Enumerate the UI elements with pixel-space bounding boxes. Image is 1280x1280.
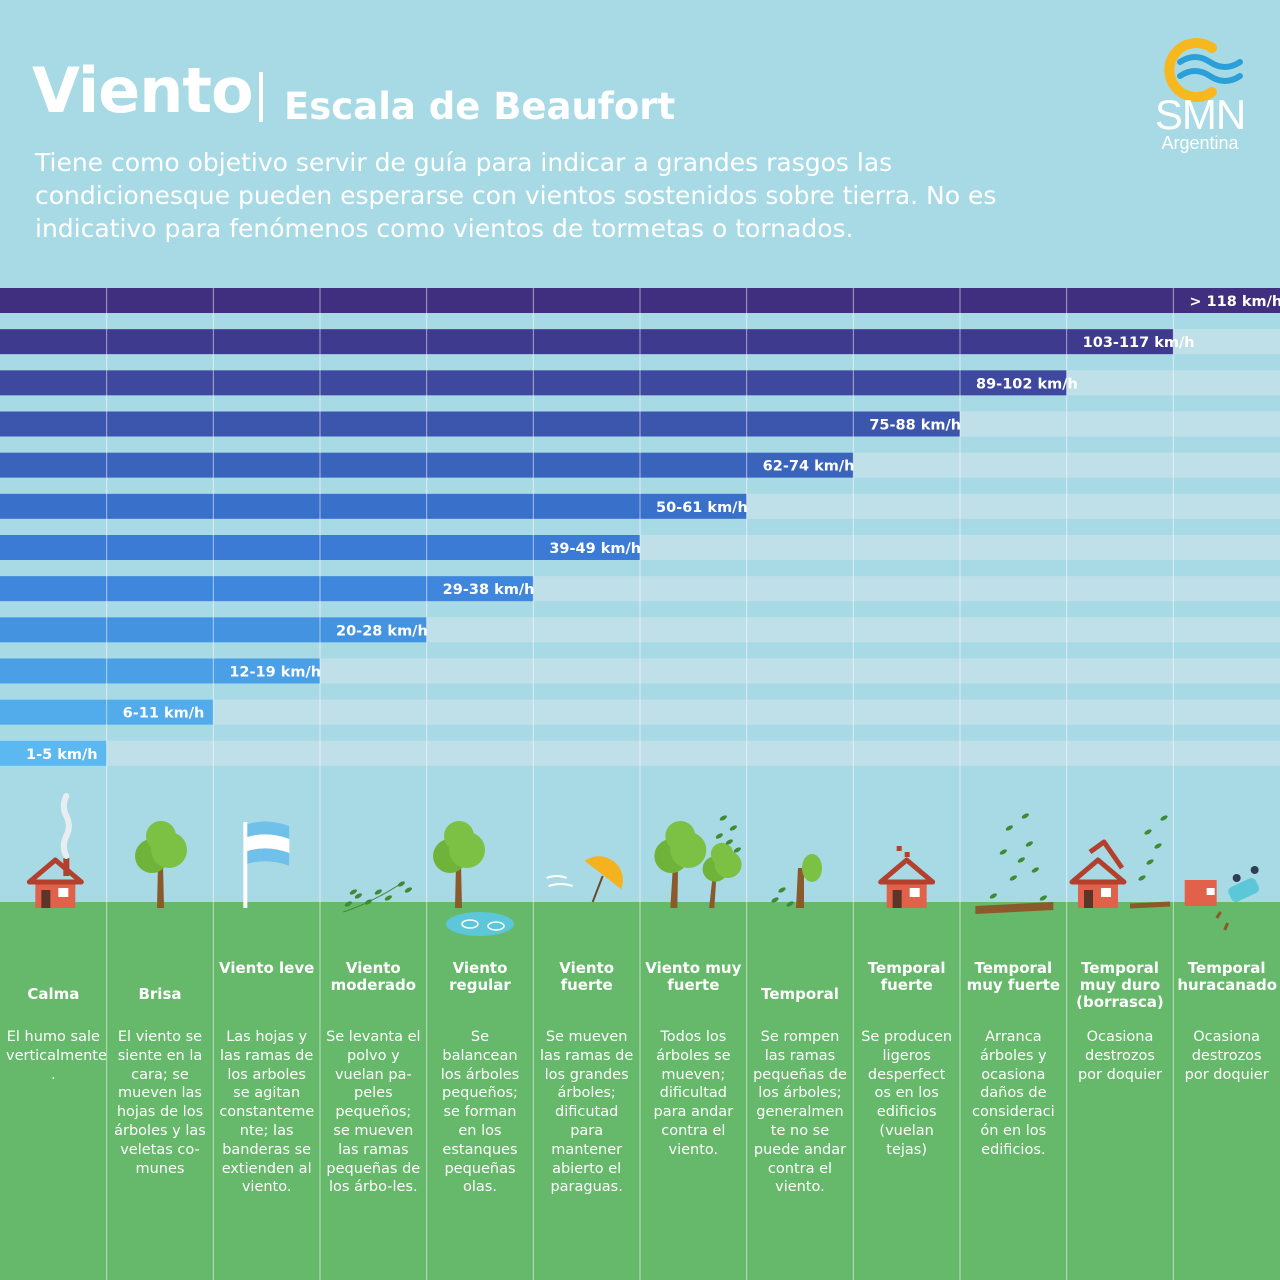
bar-track: [0, 370, 1280, 396]
category-description-6: Se mueven las ramas de los grandes árbol…: [540, 1029, 634, 1196]
category-description-12: Ocasiona destrozos por doquier: [1184, 1029, 1269, 1083]
category-name-4: Viento moderado: [330, 959, 417, 994]
bar-12: [0, 288, 1280, 313]
bar-track: [0, 329, 1280, 355]
smn-logo: SMN Argentina: [1150, 36, 1260, 156]
bar-2: [0, 699, 214, 725]
damaged-roof-house-icon: [878, 846, 936, 908]
bar-track: [0, 617, 1280, 643]
bar-track: [0, 535, 1280, 560]
category-name-6: Viento fuerte: [559, 959, 615, 994]
category-description-5: Se balancean los árboles pequeños; se fo…: [440, 1029, 520, 1196]
page-description: Tiene como objetivo servir de guía para …: [35, 148, 997, 243]
bar-track: [0, 411, 1280, 437]
bar-10: [0, 370, 1067, 396]
logo-text: SMN: [1154, 91, 1246, 138]
category-description-11: Ocasiona destrozos por doquier: [1077, 1029, 1162, 1083]
bar-label-1: 1-5 km/h: [26, 747, 98, 763]
category-name-11: Temporal muy duro (borrasca): [1076, 959, 1164, 1011]
bar-6: [0, 535, 640, 560]
bar-11: [0, 329, 1174, 355]
category-description-7: Todos los árboles se mueven; dificultad …: [653, 1029, 734, 1158]
bar-label-10: 89-102 km/h: [976, 376, 1078, 392]
bar-track: [0, 699, 1280, 725]
category-name-7: Viento muy fuerte: [645, 959, 742, 994]
category-name-5: Viento regular: [449, 959, 511, 994]
argentina-flag-icon: [243, 821, 290, 908]
bar-1: [0, 740, 107, 766]
page-title: Viento: [32, 54, 254, 127]
bending-trees-icon: [654, 815, 742, 908]
category-name-1: Calma: [27, 985, 80, 1003]
bar-label-6: 39-49 km/h: [549, 541, 641, 557]
bar-8: [0, 452, 854, 478]
bar-label-4: 20-28 km/h: [336, 623, 428, 639]
category-description-8: Se rompen las ramas pequeñas de los árbo…: [753, 1029, 847, 1196]
bar-label-5: 29-38 km/h: [443, 582, 535, 598]
blowing-leaves-icon: [343, 881, 412, 913]
bar-track: [0, 288, 1280, 313]
bar-label-3: 12-19 km/h: [229, 665, 321, 681]
bar-7: [0, 493, 747, 519]
category-description-2: El viento se siente en la cara; se mueve…: [114, 1029, 206, 1177]
category-name-10: Temporal muy fuerte: [966, 959, 1061, 994]
bar-label-8: 62-74 km/h: [763, 459, 855, 475]
bar-label-9: 75-88 km/h: [869, 418, 961, 434]
bar-track: [0, 576, 1280, 602]
category-description-3: Las hojas y las ramas de los arboles se …: [219, 1029, 315, 1196]
roof-torn-house-icon: [1069, 815, 1171, 909]
category-name-3: Viento leve: [219, 959, 315, 977]
overturned-car-icon: [1184, 866, 1259, 931]
bar-label-11: 103-117 km/h: [1083, 335, 1195, 351]
tree-pond-icon: [433, 821, 514, 936]
category-description-9: Se producen ligeros desperfect os en los…: [861, 1029, 953, 1158]
category-name-2: Brisa: [138, 985, 182, 1003]
bar-track: [0, 658, 1280, 684]
category-description-10: Arranca árboles y ocasiona daños de cons…: [972, 1029, 1055, 1158]
category-name-9: Temporal fuerte: [867, 959, 946, 994]
bar-track: [0, 452, 1280, 478]
umbrella-icon: [546, 856, 623, 903]
category-name-12: Temporal huracanado: [1177, 959, 1278, 994]
category-name-8: Temporal: [761, 985, 839, 1003]
smn-logo-icon: [1164, 38, 1243, 102]
bar-track: [0, 493, 1280, 519]
bar-4: [0, 617, 427, 643]
bar-label-2: 6-11 km/h: [123, 706, 205, 722]
title-separator: [259, 72, 263, 122]
uprooted-tree-icon: [975, 813, 1054, 914]
bar-9: [0, 411, 960, 437]
bar-5: [0, 576, 534, 602]
category-description-1: El humo sale verticalmente .: [6, 1029, 107, 1083]
bar-label-7: 50-61 km/h: [656, 500, 748, 516]
smoking-house-icon: [26, 793, 84, 908]
breaking-tree-icon: [771, 854, 822, 908]
category-description-4: Se levanta el polvo y vuelan pa-peles pe…: [326, 1029, 421, 1196]
bar-label-12: > 118 km/h: [1189, 294, 1280, 310]
bar-3: [0, 658, 320, 684]
tree-icon: [135, 821, 187, 908]
page-subtitle: Escala de Beaufort: [284, 85, 676, 128]
bar-track: [0, 740, 1280, 766]
logo-subtext: Argentina: [1161, 133, 1239, 153]
